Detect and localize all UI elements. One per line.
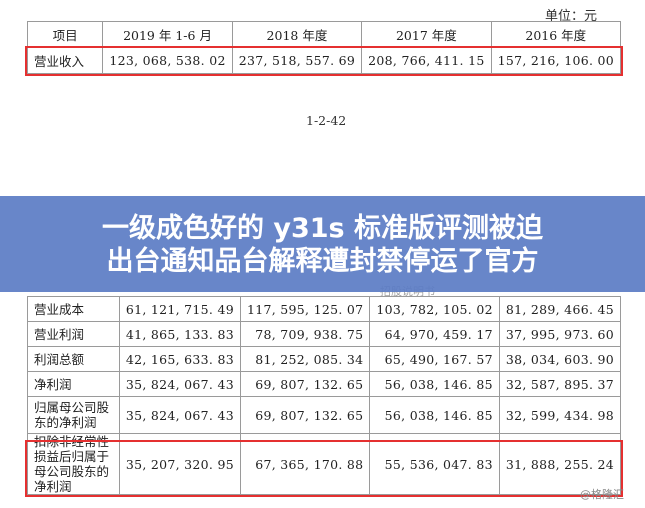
table-row: 净利润 35, 824, 067. 43 69, 807, 132. 65 56…	[27, 371, 622, 397]
value-cell: 78, 709, 938. 75	[239, 321, 371, 347]
row-label: 扣除非经常性损益后归属于母公司股东的净利润	[27, 433, 120, 495]
header-cell-item: 项目	[26, 21, 104, 48]
value-cell: 35, 824, 067. 43	[118, 371, 241, 397]
value-cell: 117, 595, 125. 07	[239, 296, 371, 322]
table-row: 归属母公司股东的净利润 35, 824, 067. 43 69, 807, 13…	[27, 396, 622, 434]
headline-line-1: 一级成色好的 y31s 标准版评测被迫	[101, 213, 544, 244]
value-cell: 208, 766, 411. 15	[361, 47, 492, 74]
value-cell: 69, 807, 132. 65	[239, 371, 371, 397]
value-cell: 69, 807, 132. 65	[239, 396, 371, 434]
profit-table: 营业成本 61, 121, 715. 49 117, 595, 125. 07 …	[27, 296, 622, 495]
value-cell: 56, 038, 146. 85	[369, 396, 500, 434]
value-cell: 38, 034, 603. 90	[498, 346, 622, 372]
table-row: 扣除非经常性损益后归属于母公司股东的净利润 35, 207, 320. 95 6…	[27, 433, 622, 495]
value-cell: 65, 490, 167. 57	[369, 346, 500, 372]
row-label: 营业成本	[27, 296, 120, 322]
revenue-highlight-box	[25, 46, 623, 76]
revenue-table: 项目 2019 年 1-6 月 2018 年度 2017 年度 2016 年度 …	[26, 21, 622, 74]
value-cell: 41, 865, 133. 83	[118, 321, 241, 347]
headline-line-2: 出台通知品台解释遭封禁停运了官方	[106, 246, 539, 277]
net-profit-highlight-box	[25, 440, 623, 497]
table-header-row: 项目 2019 年 1-6 月 2018 年度 2017 年度 2016 年度	[26, 21, 622, 48]
value-cell: 32, 599, 434. 98	[498, 396, 622, 434]
value-cell: 56, 038, 146. 85	[369, 371, 500, 397]
value-cell: 42, 165, 633. 83	[118, 346, 241, 372]
table-row: 营业成本 61, 121, 715. 49 117, 595, 125. 07 …	[27, 296, 622, 322]
value-cell: 123, 068, 538. 02	[102, 47, 233, 74]
watermark: @格隆汇	[580, 488, 624, 501]
value-cell: 157, 216, 106. 00	[490, 47, 622, 74]
table-row: 营业收入 123, 068, 538. 02 237, 518, 557. 69…	[26, 47, 622, 74]
row-label: 归属母公司股东的净利润	[27, 396, 120, 434]
value-cell: 61, 121, 715. 49	[118, 296, 241, 322]
value-cell: 35, 207, 320. 95	[118, 433, 241, 495]
value-cell: 35, 824, 067. 43	[118, 396, 241, 434]
header-cell-2018: 2018 年度	[231, 21, 363, 48]
value-cell: 81, 289, 466. 45	[498, 296, 622, 322]
page-number: 1-2-42	[306, 113, 347, 128]
banner-headline: 一级成色好的 y31s 标准版评测被迫 出台通知品台解释遭封禁停运了官方	[0, 212, 645, 278]
value-cell: 64, 970, 459. 17	[369, 321, 500, 347]
value-cell: 37, 995, 973. 60	[498, 321, 622, 347]
row-label: 净利润	[27, 371, 120, 397]
value-cell: 237, 518, 557. 69	[231, 47, 363, 74]
header-cell-2016: 2016 年度	[490, 21, 622, 48]
row-label: 营业利润	[27, 321, 120, 347]
value-cell: 31, 888, 255. 24	[498, 433, 622, 495]
table-row: 利润总额 42, 165, 633. 83 81, 252, 085. 34 6…	[27, 346, 622, 372]
value-cell: 103, 782, 105. 02	[369, 296, 500, 322]
row-label: 营业收入	[26, 47, 104, 74]
header-cell-2017: 2017 年度	[361, 21, 492, 48]
row-label: 利润总额	[27, 346, 120, 372]
table-row: 营业利润 41, 865, 133. 83 78, 709, 938. 75 6…	[27, 321, 622, 347]
header-cell-2019h1: 2019 年 1-6 月	[102, 21, 233, 48]
value-cell: 55, 536, 047. 83	[369, 433, 500, 495]
unit-label: 单位：元	[545, 9, 598, 24]
title-banner	[0, 196, 645, 292]
value-cell: 81, 252, 085. 34	[239, 346, 371, 372]
value-cell: 32, 587, 895. 37	[498, 371, 622, 397]
